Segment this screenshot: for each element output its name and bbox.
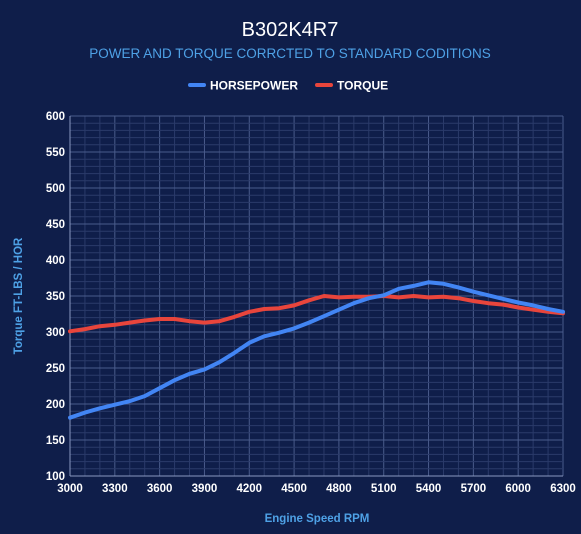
y-tick-label: 600 (46, 111, 65, 123)
x-tick-label: 5400 (416, 483, 442, 495)
chart-title: B302K4R7 (242, 19, 339, 41)
grid (69, 115, 564, 477)
y-tick-label: 550 (46, 147, 65, 159)
legend-label-horsepower: HORSEPOWER (210, 79, 298, 93)
x-tick-label: 4500 (281, 483, 307, 495)
series-line-horsepower (68, 280, 565, 420)
y-axis-ticks: 100 150 200 250 300 350 400 450 500 550 600 (46, 111, 65, 483)
x-tick-label: 3000 (57, 483, 83, 495)
y-tick-label: 150 (46, 435, 65, 447)
legend-label-torque: TORQUE (337, 79, 388, 93)
x-tick-label: 3300 (102, 483, 128, 495)
y-tick-label: 100 (46, 471, 65, 483)
y-tick-label: 200 (46, 399, 65, 411)
y-axis-label: Torque FT-LBS / HOR (13, 237, 25, 354)
x-tick-label: 3600 (147, 483, 173, 495)
y-tick-label: 300 (46, 327, 65, 339)
x-axis-ticks: 3000 3300 3600 3900 4200 4500 4800 5100 5400 5700… (57, 483, 576, 495)
x-tick-label: 4800 (326, 483, 352, 495)
x-axis-label: Engine Speed RPM (265, 513, 370, 525)
y-tick-label: 500 (46, 183, 65, 195)
series-line-torque (68, 294, 565, 334)
y-tick-label: 450 (46, 219, 65, 231)
series-lines (68, 280, 565, 420)
legend: HORSEPOWER TORQUE (188, 79, 388, 93)
chart-subtitle: POWER AND TORQUE CORRCTED TO STANDARD CO… (89, 46, 491, 61)
y-tick-label: 400 (46, 255, 65, 267)
x-tick-label: 5700 (461, 483, 487, 495)
x-tick-label: 4200 (236, 483, 262, 495)
x-tick-label: 3900 (192, 483, 218, 495)
x-tick-label: 6300 (550, 483, 576, 495)
y-tick-label: 250 (46, 363, 65, 375)
y-tick-label: 350 (46, 291, 65, 303)
x-tick-label: 6000 (505, 483, 531, 495)
x-tick-label: 5100 (371, 483, 397, 495)
